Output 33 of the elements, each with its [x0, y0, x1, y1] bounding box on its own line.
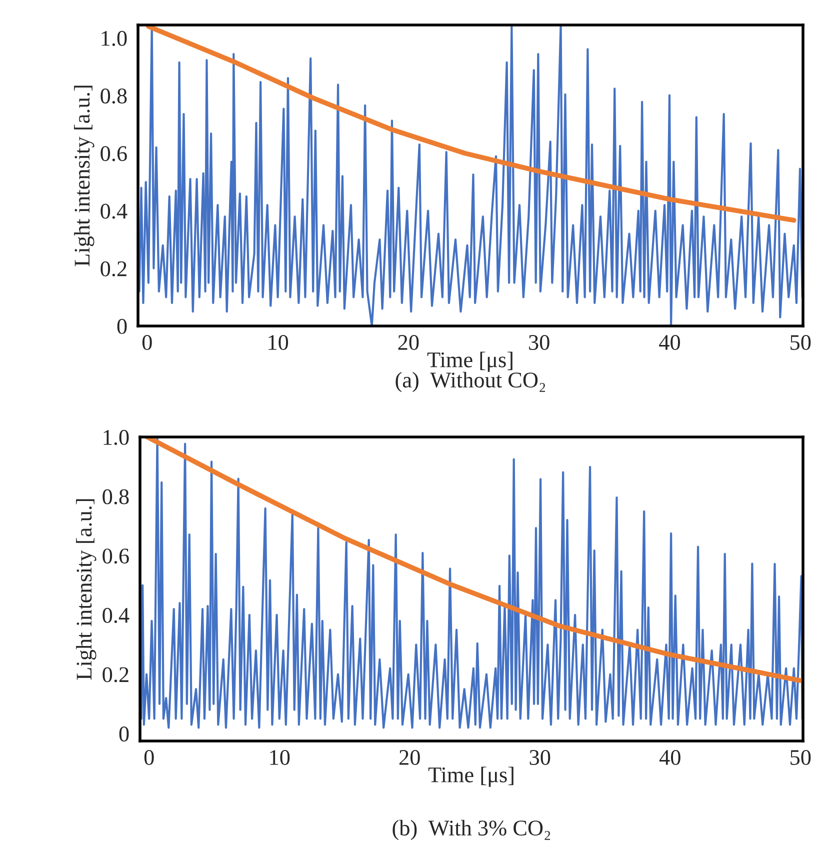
y-tick-label: 0.4 [100, 204, 128, 219]
x-axis-title: Time [μs] [428, 766, 514, 787]
x-tick-label: 10 [268, 334, 288, 350]
x-axis-title: Time [μs] [427, 352, 512, 372]
line-series [144, 437, 802, 683]
y-tick-label: 0.6 [100, 146, 127, 162]
y-tick-label: 0.4 [102, 608, 130, 623]
x-tick-label: 50 [790, 750, 811, 765]
x-tick-label: 30 [530, 750, 550, 765]
y-tick-label: 1.0 [104, 430, 129, 446]
x-tick-label: 30 [529, 334, 550, 350]
y-tick-label: 0 [119, 726, 129, 742]
x-tick-label: 20 [398, 334, 419, 350]
x-tick-label: 20 [399, 750, 420, 765]
y-tick-label: 0.8 [100, 88, 127, 104]
y-tick-label: 0.6 [102, 548, 129, 564]
y-axis-title: Light intensity [a.u.] [74, 86, 94, 266]
x-tick-label: 50 [790, 334, 811, 350]
y-tick-label: 1.0 [102, 30, 127, 46]
y-axis-title: Light intensity [a.u.] [76, 499, 96, 680]
x-tick-label: 0 [142, 334, 152, 350]
y-tick-label: 0.2 [102, 667, 128, 682]
x-tick-label: 10 [270, 750, 290, 765]
y-tick-label: 0.2 [100, 261, 126, 276]
x-tick-label: 0 [144, 750, 154, 765]
x-tick-label: 40 [659, 750, 680, 765]
text: (b) With 3% CO₂ [392, 820, 550, 840]
text: (a) Without CO₂ [396, 372, 546, 392]
line-series [146, 25, 796, 223]
line-series [138, 25, 803, 326]
x-tick-label: 40 [659, 334, 680, 350]
y-tick-label: 0 [117, 318, 127, 334]
y-tick-label: 0.8 [102, 489, 129, 504]
